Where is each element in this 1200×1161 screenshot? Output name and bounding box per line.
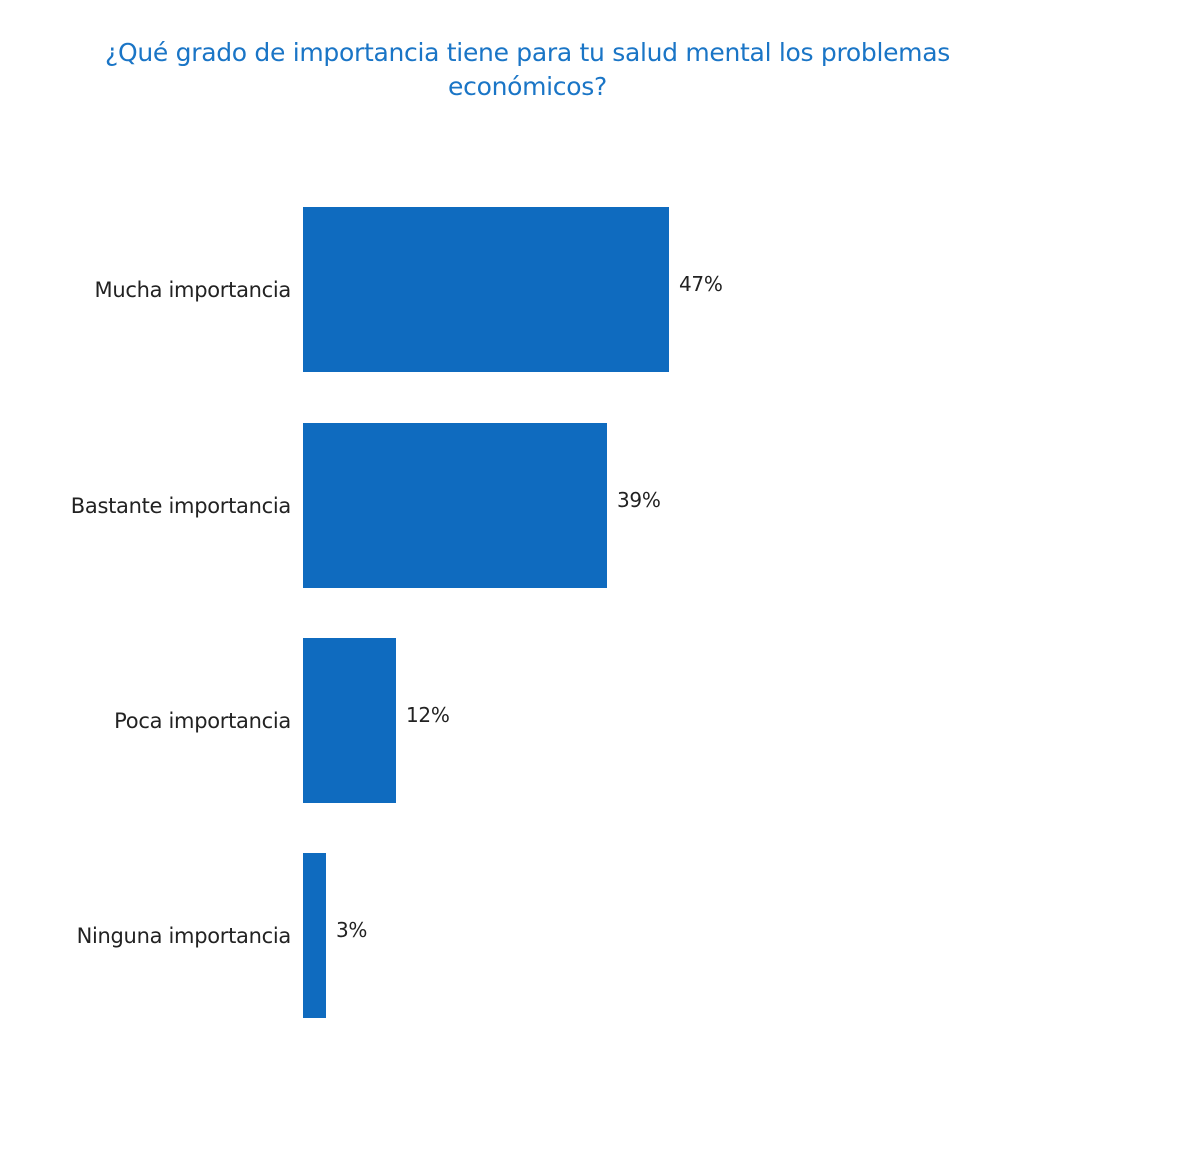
category-label: Ninguna importancia [76,923,292,948]
category-label: Poca importancia [114,708,291,733]
bar [303,638,396,803]
bar-row-mucha: Mucha importancia 47% [0,207,1200,372]
bar-row-ninguna: Ninguna importancia 3% [0,853,1200,1018]
value-label: 47% [679,271,723,296]
value-label: 3% [336,917,368,942]
category-label: Bastante importancia [70,493,292,518]
chart-title: ¿Qué grado de importancia tiene para tu … [60,36,995,104]
value-label: 39% [617,487,661,512]
chart-title-line-2: económicos? [448,72,607,101]
bar [303,853,326,1018]
value-label: 12% [406,702,450,727]
category-label: Mucha importancia [94,277,292,302]
bar [303,423,607,588]
bar [303,207,669,372]
chart-title-line-1: ¿Qué grado de importancia tiene para tu … [105,38,950,67]
bar-row-bastante: Bastante importancia 39% [0,423,1200,588]
bar-row-poca: Poca importancia 12% [0,638,1200,803]
